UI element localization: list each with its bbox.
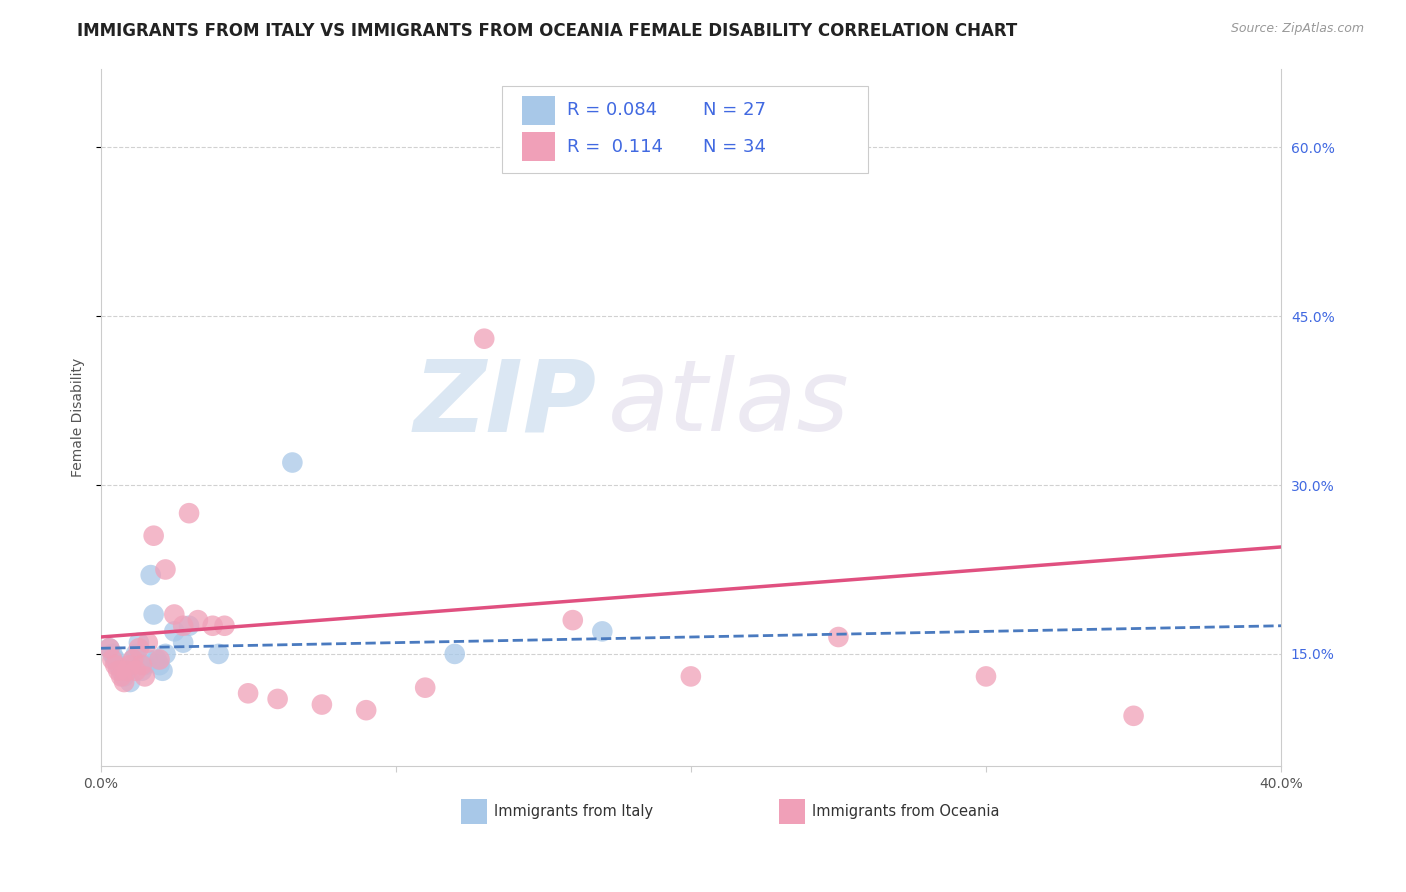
Point [131,664,153,678]
Point [591,624,613,639]
Point [172,619,194,633]
Point [122,652,145,666]
Point [125,647,148,661]
Point [974,669,997,683]
Text: N = 27: N = 27 [703,102,766,120]
Text: ZIP: ZIP [413,355,596,452]
Point [110,669,132,683]
Bar [779,799,806,824]
Point [136,635,159,649]
Point [354,703,377,717]
Point [142,607,165,622]
Bar [522,132,555,161]
Point [101,652,124,666]
Text: N = 34: N = 34 [703,137,766,156]
Point [107,658,129,673]
Point [104,658,127,673]
Point [187,613,209,627]
Point [142,529,165,543]
Bar [461,799,486,824]
Point [443,647,465,661]
Point [131,658,153,673]
Text: Source: ZipAtlas.com: Source: ZipAtlas.com [1230,22,1364,36]
Point [145,652,167,666]
FancyBboxPatch shape [502,86,868,173]
Text: atlas: atlas [609,355,849,452]
Point [118,675,141,690]
Point [134,669,156,683]
Point [413,681,436,695]
Bar [522,95,555,125]
Point [827,630,849,644]
Point [115,664,138,678]
Point [214,619,236,633]
Point [125,664,148,678]
Point [128,641,150,656]
Point [112,669,135,683]
Point [98,641,121,656]
Point [177,506,200,520]
Point [98,641,121,656]
Point [163,624,186,639]
Point [177,619,200,633]
Point [163,607,186,622]
Text: Immigrants from Italy: Immigrants from Italy [494,805,652,820]
Point [134,658,156,673]
Point [1122,708,1144,723]
Text: Immigrants from Oceania: Immigrants from Oceania [813,805,1000,820]
Point [155,647,177,661]
Point [152,664,174,678]
Point [266,692,288,706]
Point [148,658,170,673]
Point [136,652,159,666]
Point [101,647,124,661]
Point [311,698,333,712]
Y-axis label: Female Disability: Female Disability [72,358,86,477]
Point [107,664,129,678]
Point [172,635,194,649]
Point [118,658,141,673]
Point [281,456,304,470]
Point [110,664,132,678]
Point [139,568,162,582]
Point [207,647,229,661]
Point [115,664,138,678]
Point [155,562,177,576]
Point [201,619,224,633]
Point [236,686,259,700]
Text: IMMIGRANTS FROM ITALY VS IMMIGRANTS FROM OCEANIA FEMALE DISABILITY CORRELATION C: IMMIGRANTS FROM ITALY VS IMMIGRANTS FROM… [77,22,1018,40]
Point [679,669,702,683]
Point [472,332,495,346]
Text: R = 0.084: R = 0.084 [567,102,657,120]
Point [128,635,150,649]
Point [561,613,583,627]
Point [148,652,170,666]
Text: R =  0.114: R = 0.114 [567,137,662,156]
Point [122,652,145,666]
Point [104,652,127,666]
Point [112,675,135,690]
